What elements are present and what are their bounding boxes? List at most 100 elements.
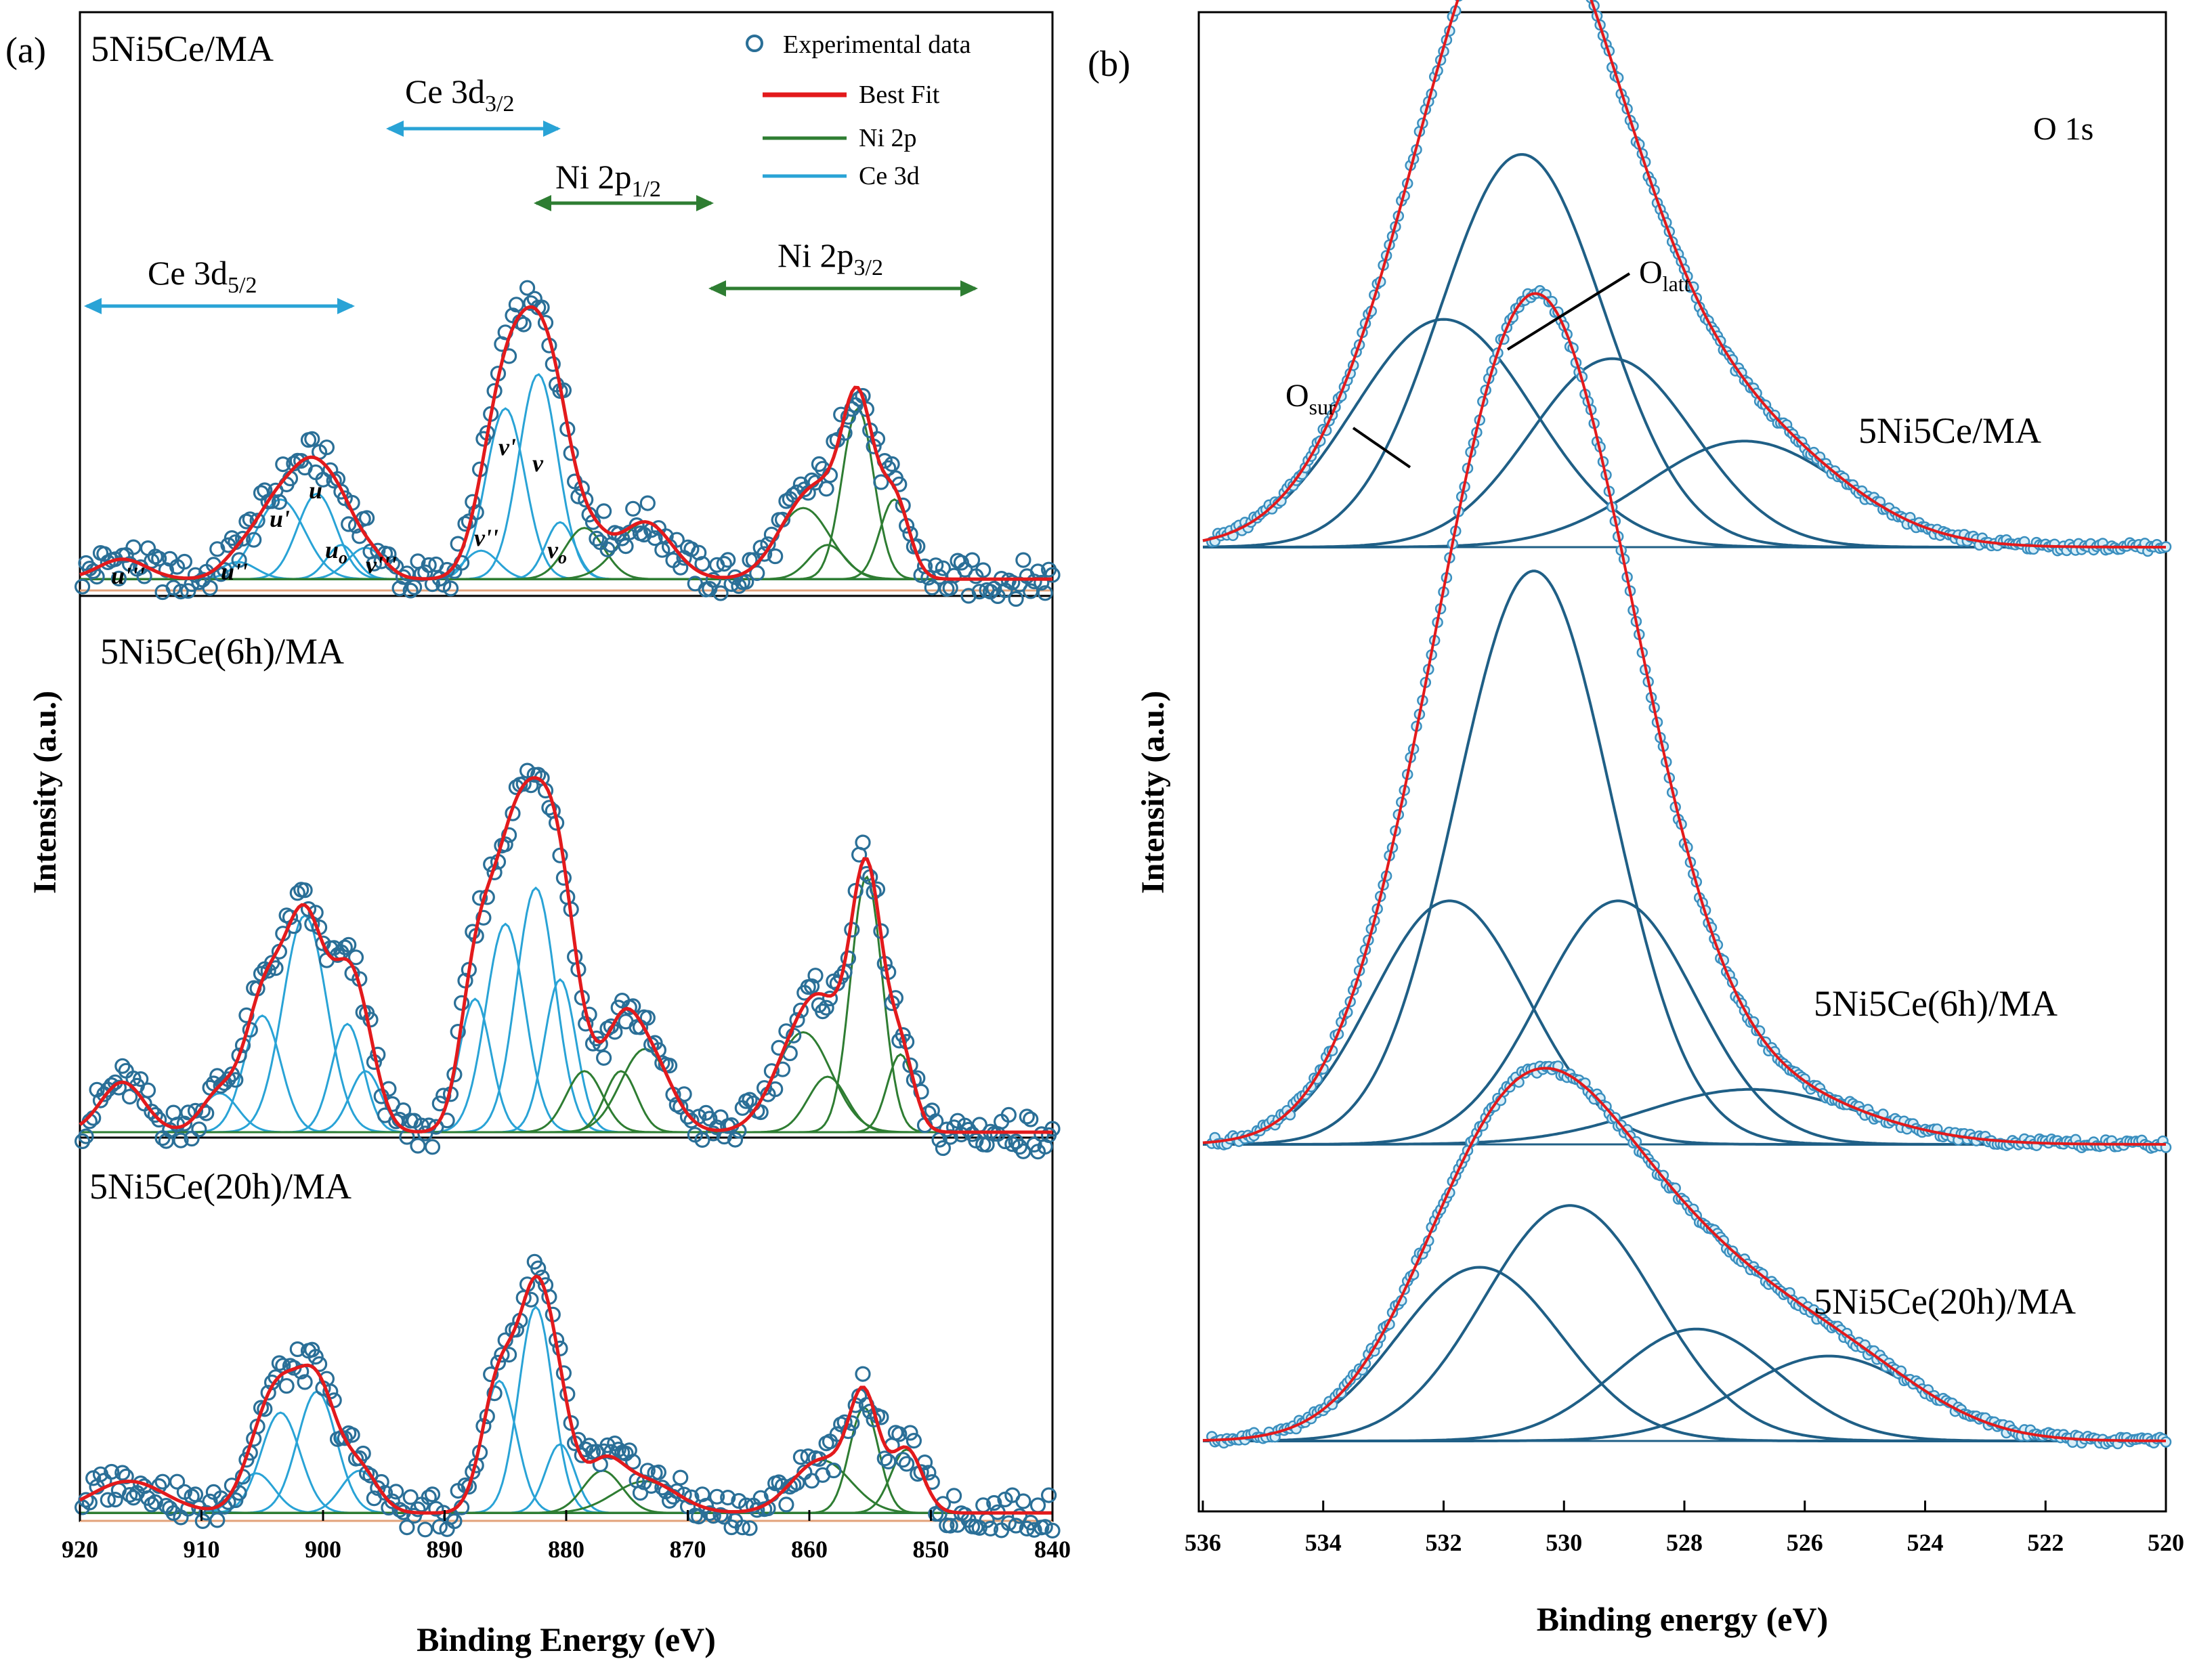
- panel-a-series-1-data-point: [341, 516, 357, 532]
- panel-a-series-1-data-point: [1034, 574, 1050, 591]
- panel-a-series-3-data-point: [720, 1490, 736, 1506]
- legend-ni2p-label: Ni 2p: [859, 124, 917, 152]
- panel-a-series-3-data-point: [100, 1492, 116, 1508]
- panel-a-series-1-data-point: [89, 568, 105, 585]
- panel-a-series-3-data-point: [702, 1505, 718, 1522]
- panel-a-series-3-data-point: [844, 1415, 860, 1431]
- panel-a-series-1-data-point: [647, 530, 663, 546]
- svg-text:Ce 3d5/2: Ce 3d5/2: [148, 254, 257, 298]
- panel-a-x-tick-label: 910: [184, 1536, 220, 1563]
- panel-a-series-2-data-point: [300, 901, 317, 918]
- panel-b-y-axis-label: Intensity (a.u.): [1135, 691, 1171, 894]
- panel-b-x-axis-label: Binding energy (eV): [1537, 1600, 1829, 1638]
- panel-a-series-2-data-point: [238, 1007, 255, 1024]
- panel-a-series-1-data-point: [975, 562, 992, 578]
- panel-b-x-tick-label: 532: [1426, 1529, 1462, 1556]
- panel-a-series-1-data-point: [271, 494, 287, 511]
- panel-a-series-1-data-point: [519, 280, 536, 296]
- panel-a-series-2-data-point: [1015, 1143, 1031, 1159]
- region-ni2p-12-text: Ni 2p: [555, 158, 632, 196]
- panel-a-series-1-data-point: [1026, 574, 1042, 590]
- panel-a-series-3-data-point: [490, 1354, 507, 1371]
- panel-a-series-1-title: 5Ni5Ce/MA: [91, 28, 274, 69]
- panel-a-series-1-data-point: [756, 546, 773, 562]
- peak-label-u1: u': [270, 505, 290, 532]
- panel-a-series-3-data-point: [410, 1501, 426, 1517]
- panel-a-series-1-data-point: [74, 578, 91, 595]
- panel-a-series-1-data-point: [370, 542, 386, 559]
- panel-a-series-2-data-point: [410, 1138, 426, 1154]
- panel-b-x-tick-label: 522: [2027, 1529, 2064, 1556]
- panel-a-series-1-data-point: [836, 425, 853, 441]
- peak-label-v2: v'': [474, 524, 498, 551]
- panel-a-series-3-data-point: [902, 1425, 918, 1441]
- panel-a-series-3-data-point: [632, 1485, 649, 1501]
- panel-a-series-1-data-point: [924, 580, 940, 596]
- panel-a-series-1-data-point: [358, 510, 375, 526]
- panel-a-series-3-data-point: [1000, 1515, 1017, 1531]
- panel-a-series-1-data-point: [691, 544, 707, 561]
- panel-a-series-2-data-point: [942, 1129, 958, 1145]
- legend-experimental-label: Experimental data: [783, 30, 971, 59]
- panel-a-series-2-data-point: [289, 885, 305, 901]
- panel-b-series-2-title: 5Ni5Ce(6h)/MA: [1814, 983, 2058, 1024]
- panel-b-series-1-title: 5Ni5Ce/MA: [1858, 410, 2041, 451]
- panel-b-frame: [1197, 11, 2167, 1513]
- panel-a-series-1-data-point: [578, 492, 594, 508]
- panel-a-series-1-data-point: [508, 297, 525, 313]
- panel-a-series-2-data-point: [1004, 1136, 1021, 1153]
- panel-a-series-3-data-point: [104, 1463, 120, 1480]
- panel-a-series-2-data-point: [1023, 1111, 1039, 1127]
- panel-a-series-3-data-point: [1015, 1493, 1031, 1509]
- region-ce3d-52-sub: 5/2: [228, 273, 257, 298]
- panel-a-series-2-data-point: [541, 800, 557, 816]
- peak-labels: u''' u'' u' u uo v''' v'' v' v vo: [111, 433, 567, 589]
- panel-a-series-3-data-point: [122, 1487, 138, 1503]
- panel-a-series-2-data-point: [173, 1132, 189, 1148]
- panel-a-series-3-data-point: [913, 1464, 929, 1480]
- panel-a-series-3-data-point: [147, 1494, 163, 1510]
- panel-a-series-3-data-point: [399, 1520, 415, 1536]
- panel-a-series-3-data-point: [268, 1369, 284, 1385]
- panel-a-x-tick-label: 900: [305, 1536, 341, 1563]
- peak-label-v3: v''': [366, 551, 397, 578]
- peak-label-uo-sub: o: [339, 548, 347, 567]
- panel-b-label: (b): [1088, 43, 1130, 84]
- panel-b-x-tick-label: 534: [1305, 1529, 1342, 1556]
- panel-a-series-1-data-point: [595, 503, 612, 519]
- peak-label-v: v: [532, 450, 544, 477]
- panel-a-series-3-data-point: [1026, 1522, 1042, 1538]
- panel-a-series-3-data-point: [855, 1366, 871, 1382]
- panel-a-series-3-data-point: [552, 1340, 568, 1357]
- panel-a-series-3-data-point: [446, 1513, 463, 1530]
- panel-a-series-1-data-point: [749, 565, 765, 582]
- panel-b-x-tick-label: 536: [1185, 1529, 1221, 1556]
- panel-a-series-3-data-point: [895, 1452, 911, 1468]
- panel-a-series-1-data-point: [275, 456, 291, 473]
- panel-b-series-2-best-fit: [1202, 292, 2166, 1146]
- panel-a-series-1-data-point: [151, 551, 167, 567]
- panel-a-series-3-data-point: [1044, 1522, 1061, 1538]
- panel-a-series-2-data-point: [931, 1132, 948, 1148]
- panel-a-series-3-data-point: [1037, 1519, 1053, 1535]
- panel-a-series-2-data-point: [1019, 1108, 1035, 1125]
- panel-a-series-2-data-point: [191, 1121, 207, 1138]
- panel-a-series-1-data-point: [381, 546, 397, 563]
- annotation-osur-leader: [1352, 427, 1411, 469]
- panel-b-title: O 1s: [2033, 111, 2093, 147]
- panel-a-series-3-data-point: [826, 1462, 842, 1479]
- panel-a-series-3-data-point: [792, 1449, 809, 1465]
- panel-a-series-3-data-point: [876, 1450, 893, 1467]
- panel-a-series-3-data-point: [945, 1488, 962, 1504]
- peak-label-uo: u: [325, 536, 339, 563]
- panel-a-series-1-data-point: [234, 530, 251, 547]
- svg-text:Osur: Osur: [1285, 378, 1336, 419]
- panel-a-series-3-data-point: [486, 1385, 503, 1402]
- panel-a-series-2-data-point: [639, 1010, 656, 1026]
- panel-a-series-3-data-point: [271, 1355, 287, 1371]
- region-ce3d-32: Ce 3d3/2: [386, 72, 561, 137]
- panel-a-series-3-data-point: [312, 1356, 328, 1373]
- panel-a-series-1-data-point: [589, 530, 605, 547]
- panel-a-x-tick-label: 880: [548, 1536, 584, 1563]
